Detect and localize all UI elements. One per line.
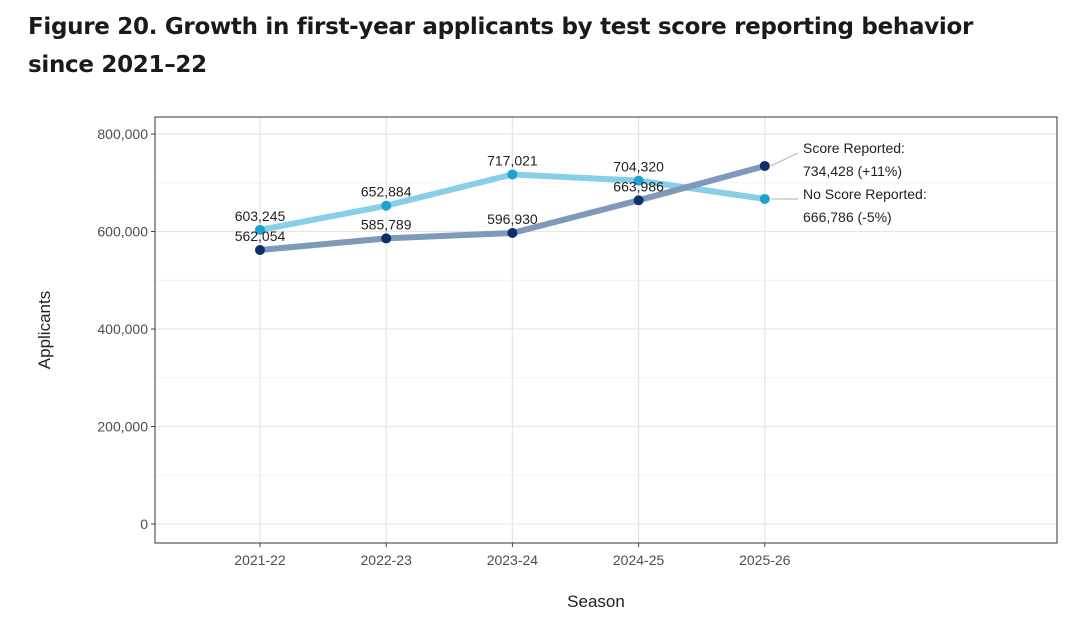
data-label-no-score-reported: 704,320 bbox=[613, 159, 664, 175]
x-tick-label: 2025-26 bbox=[739, 552, 791, 568]
annotation-value-no-score-reported: 666,786 (-5%) bbox=[803, 209, 892, 225]
annotation-title-no-score-reported: No Score Reported: bbox=[803, 186, 927, 202]
data-point-score-reported bbox=[255, 244, 265, 255]
data-point-no-score-reported bbox=[507, 169, 518, 180]
y-tick-label: 800,000 bbox=[97, 126, 148, 142]
y-tick-label: 200,000 bbox=[97, 419, 148, 435]
chart-title: Figure 20. Growth in first-year applican… bbox=[28, 14, 973, 78]
plot-border bbox=[154, 116, 1058, 544]
data-label-score-reported: 596,930 bbox=[487, 211, 538, 227]
data-label-no-score-reported: 652,884 bbox=[361, 184, 412, 200]
data-label-score-reported: 585,789 bbox=[361, 216, 412, 232]
data-point-score-reported bbox=[507, 227, 518, 238]
annotation-title-score-reported: Score Reported: bbox=[803, 140, 905, 156]
data-label-score-reported: 663,986 bbox=[613, 178, 664, 194]
data-point-score-reported bbox=[633, 195, 644, 206]
data-point-no-score-reported bbox=[633, 175, 644, 186]
y-axis-label: Applicants bbox=[35, 291, 54, 369]
data-label-no-score-reported: 603,245 bbox=[235, 208, 286, 224]
data-point-no-score-reported bbox=[255, 224, 265, 235]
x-axis-label: Season bbox=[567, 592, 625, 611]
data-point-score-reported bbox=[759, 160, 770, 171]
data-point-no-score-reported bbox=[759, 193, 770, 204]
data-label-no-score-reported: 717,021 bbox=[487, 152, 538, 168]
annotation-value-score-reported: 734,428 (+11%) bbox=[803, 163, 902, 179]
y-tick-label: 0 bbox=[140, 516, 148, 532]
data-point-no-score-reported bbox=[381, 200, 392, 211]
data-point-score-reported bbox=[381, 233, 392, 244]
data-label-score-reported: 562,054 bbox=[235, 228, 286, 244]
x-tick-label: 2024-25 bbox=[613, 552, 665, 568]
x-tick-label: 2023-24 bbox=[487, 552, 539, 568]
x-tick-label: 2021-22 bbox=[234, 552, 286, 568]
x-tick-label: 2022-23 bbox=[361, 552, 413, 568]
annotation-leader-score-reported bbox=[770, 152, 799, 167]
y-tick-label: 400,000 bbox=[97, 321, 148, 337]
y-tick-label: 600,000 bbox=[97, 224, 148, 240]
